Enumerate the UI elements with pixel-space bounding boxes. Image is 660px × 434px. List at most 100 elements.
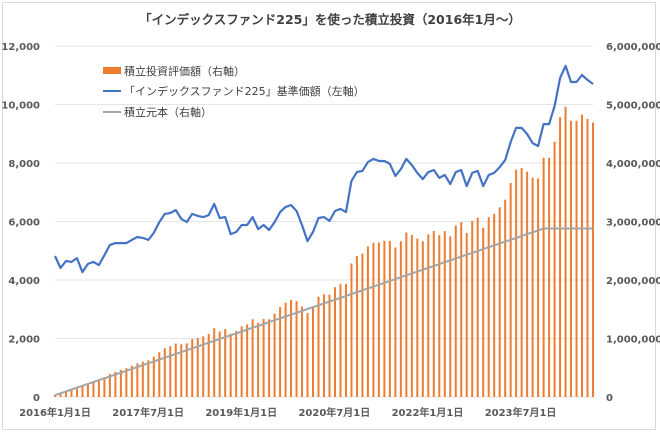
x-tick-label: 2019年1月1日	[205, 406, 277, 419]
evaluation-bar	[81, 386, 84, 397]
evaluation-bar	[185, 343, 188, 397]
right-axis-ticks: 0 1,000,000 2,000,000 3,000,000 4,000,000 5,0…	[606, 42, 660, 404]
evaluation-bar	[213, 328, 216, 397]
evaluation-bar	[372, 242, 375, 397]
x-tick-label: 2022年1月1日	[392, 406, 464, 419]
evaluation-bar	[323, 294, 325, 397]
evaluation-bar	[262, 318, 265, 397]
evaluation-bar	[235, 331, 238, 397]
left-tick-label: 6,000	[8, 218, 40, 229]
legend-label-evaluation: 積立投資評価額（右軸）	[124, 64, 245, 78]
legend-label-price: 「インデックスファンド225」基準価額（左軸）	[124, 84, 365, 98]
evaluation-bar	[224, 329, 227, 397]
right-tick-label: 3,000,000	[606, 218, 660, 229]
left-tick-label: 0	[33, 393, 40, 404]
evaluation-bar	[344, 284, 347, 397]
right-tick-label: 2,000,000	[606, 276, 660, 287]
left-tick-label: 10,000	[1, 101, 40, 112]
evaluation-bar	[125, 368, 128, 397]
evaluation-bar	[86, 384, 89, 397]
x-axis-ticks: 2016年1月1日 2017年7月1日 2019年1月1日 2020年7月1日 2022…	[19, 406, 556, 419]
evaluation-bar	[564, 106, 567, 398]
evaluation-bar	[306, 313, 309, 397]
evaluation-bar	[54, 395, 56, 397]
evaluation-bar	[586, 119, 589, 398]
evaluation-bar	[169, 346, 172, 397]
evaluation-bar	[92, 381, 95, 397]
evaluation-bar	[443, 231, 446, 397]
chart-frame	[2, 2, 656, 430]
evaluation-bar	[592, 122, 594, 397]
evaluation-bar	[548, 157, 551, 397]
evaluation-bar	[202, 336, 205, 397]
evaluation-bar	[531, 177, 534, 397]
evaluation-bar	[136, 363, 139, 397]
legend: 積立投資評価額（右軸） 「インデックスファンド225」基準価額（左軸） 積立元本…	[103, 64, 365, 119]
evaluation-bar	[196, 337, 199, 397]
evaluation-bar	[333, 287, 336, 397]
evaluation-bar	[130, 365, 133, 397]
right-tick-label: 1,000,000	[606, 335, 660, 346]
evaluation-bar	[251, 319, 254, 397]
evaluation-bar	[399, 241, 402, 397]
evaluation-bar	[454, 225, 457, 397]
evaluation-bar	[476, 217, 479, 397]
principal-line	[54, 227, 593, 397]
evaluation-bar	[163, 348, 166, 397]
evaluation-bar	[515, 169, 518, 397]
evaluation-bar	[471, 220, 474, 397]
evaluation-bar	[388, 241, 391, 397]
evaluation-bar	[147, 360, 150, 397]
evaluation-bar	[355, 256, 358, 397]
evaluation-bar	[218, 331, 221, 397]
evaluation-bar	[301, 306, 304, 397]
right-tick-label: 4,000,000	[606, 159, 660, 170]
evaluation-bar	[317, 296, 320, 397]
evaluation-bar	[542, 157, 545, 397]
evaluation-bar	[103, 377, 106, 397]
evaluation-bar	[339, 284, 342, 397]
evaluation-bar	[498, 207, 501, 397]
evaluation-bar	[526, 171, 529, 397]
evaluation-bar	[229, 333, 232, 397]
evaluation-bar	[493, 213, 496, 397]
evaluation-bar	[410, 235, 413, 397]
evaluation-bar	[465, 232, 468, 397]
evaluation-bar	[487, 217, 490, 397]
evaluation-bar	[366, 246, 369, 397]
chart-title: 「インデックスファンド225」を使った積立投資（2016年1月～）	[139, 12, 521, 27]
evaluation-bar	[504, 199, 507, 397]
evaluation-bar	[509, 183, 512, 397]
evaluation-bar	[405, 232, 408, 397]
right-tick-label: 5,000,000	[606, 101, 660, 112]
evaluation-bar	[295, 301, 298, 397]
evaluation-bar	[482, 227, 485, 397]
evaluation-bar	[559, 117, 562, 397]
evaluation-bar	[537, 178, 540, 397]
evaluation-bar	[427, 234, 430, 397]
evaluation-bar	[383, 240, 386, 397]
evaluation-bar	[191, 339, 194, 397]
price-line	[54, 64, 594, 274]
evaluation-bar	[290, 300, 293, 397]
evaluation-bars	[54, 106, 594, 398]
evaluation-bar	[75, 387, 78, 397]
evaluation-bar	[312, 306, 315, 397]
evaluation-bar	[119, 369, 122, 397]
left-tick-label: 12,000	[1, 42, 40, 53]
x-tick-label: 2016年1月1日	[19, 406, 91, 419]
evaluation-bar	[207, 333, 210, 397]
x-tick-label: 2017年7月1日	[112, 406, 184, 419]
evaluation-bar	[449, 236, 452, 397]
evaluation-bar	[246, 324, 249, 397]
left-tick-label: 2,000	[8, 335, 40, 346]
evaluation-bar	[257, 322, 260, 397]
evaluation-bar	[141, 361, 144, 397]
x-tick-label: 2023年7月1日	[485, 406, 557, 419]
evaluation-bar	[152, 356, 155, 397]
evaluation-bar	[114, 371, 117, 397]
evaluation-bar	[268, 319, 271, 397]
evaluation-bar	[575, 120, 578, 397]
evaluation-bar	[570, 120, 573, 397]
evaluation-bar	[108, 374, 111, 397]
